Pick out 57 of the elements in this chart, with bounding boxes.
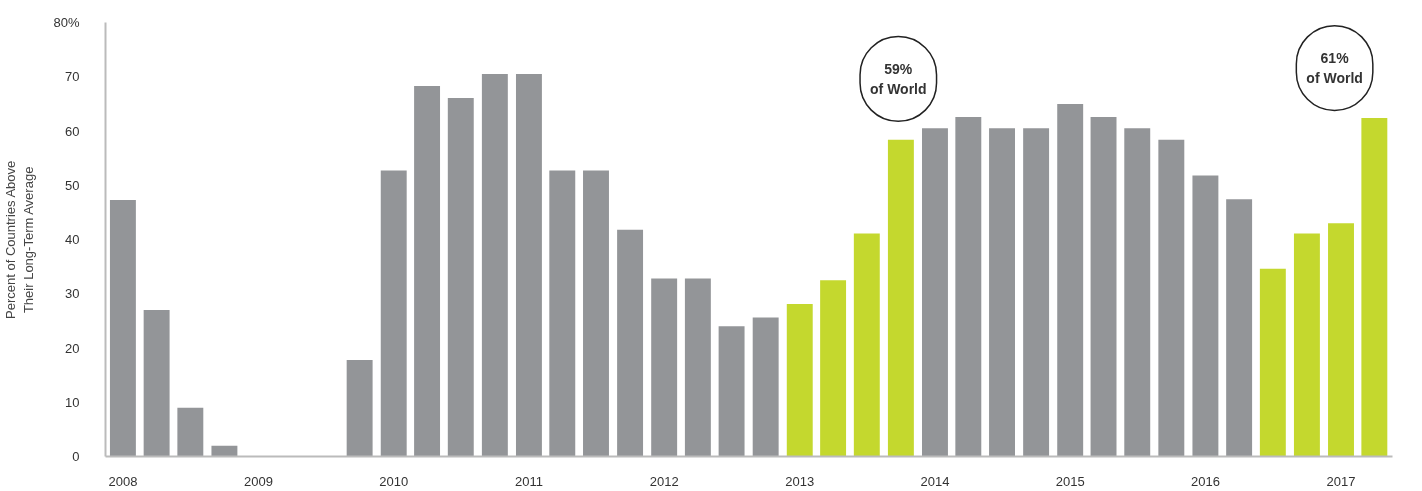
x-tick-label: 2008 [108, 473, 138, 489]
bar [109, 199, 136, 457]
bar [853, 233, 880, 457]
y-tick-label: 30 [65, 286, 80, 302]
bar [617, 229, 644, 457]
bar [211, 445, 238, 457]
y-tick-label: 40 [65, 232, 80, 247]
y-tick-label: 80% [53, 15, 80, 30]
bar [515, 74, 542, 457]
bar [1124, 128, 1151, 457]
bar [1090, 116, 1117, 457]
annotation: 59% of World [870, 60, 927, 98]
bar [718, 326, 745, 457]
bar [481, 74, 508, 457]
bar [414, 85, 441, 457]
y-tick-label: 60 [65, 123, 80, 139]
y-tick-label: 50 [65, 177, 80, 193]
x-tick-label: 2017 [1326, 473, 1356, 489]
bar [786, 304, 813, 457]
bar [922, 128, 948, 457]
y-tick-label: 10 [65, 394, 80, 410]
x-tick-label: 2013 [785, 473, 815, 489]
y-tick-label: 20 [65, 340, 80, 356]
bar [887, 139, 914, 457]
bar [143, 310, 170, 457]
bar [1259, 268, 1286, 457]
x-tick-label: 2016 [1190, 473, 1220, 489]
bar [1226, 199, 1253, 457]
bar [651, 278, 678, 457]
bar [1361, 117, 1388, 457]
bar [1293, 233, 1320, 457]
x-tick-label: 2010 [379, 473, 409, 489]
x-tick-label: 2015 [1055, 473, 1085, 489]
y-tick-label: 70 [65, 69, 80, 85]
y-tick-label: 0 [72, 449, 80, 464]
bar [1023, 128, 1050, 457]
x-tick-label: 2012 [649, 473, 679, 489]
x-tick-label: 2011 [514, 473, 543, 489]
bar [346, 359, 373, 457]
x-tick-label: 2009 [244, 473, 273, 489]
bar [955, 116, 982, 457]
annotation: 61% of World [1306, 49, 1363, 87]
bar [820, 280, 847, 457]
bar [1192, 175, 1219, 457]
x-tick-label: 2014 [920, 473, 950, 489]
bar [1158, 139, 1185, 457]
bar [549, 170, 576, 457]
bar [380, 170, 407, 457]
y-axis-title: Percent of Countries Above Their Long-Term Average [3, 160, 37, 319]
bar [177, 407, 204, 457]
bar [752, 317, 779, 457]
bar [684, 278, 711, 457]
bar [989, 128, 1015, 457]
bar [1328, 223, 1354, 457]
bar [583, 170, 609, 457]
bar [1057, 103, 1084, 457]
bar [447, 97, 474, 457]
